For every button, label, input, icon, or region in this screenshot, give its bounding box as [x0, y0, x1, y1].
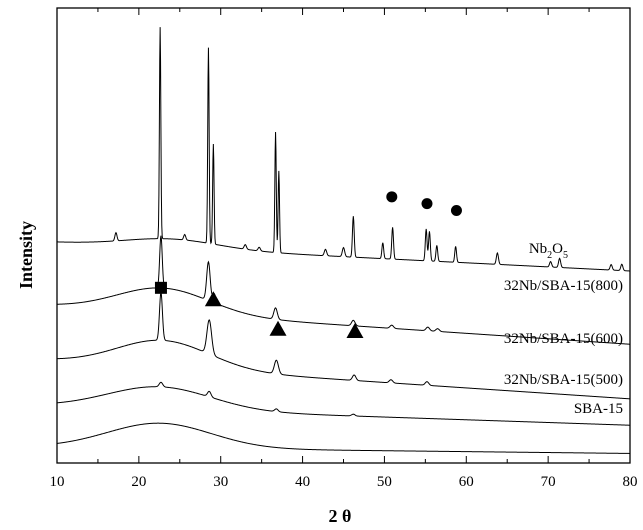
square-marker [154, 281, 167, 294]
x-tick-label: 10 [50, 474, 65, 490]
x-tick-label: 50 [377, 474, 392, 490]
circle-marker [421, 198, 433, 210]
series-line-0 [56, 422, 630, 454]
triangle-marker [204, 291, 222, 307]
series-line-2 [56, 292, 631, 400]
phase-markers [154, 191, 462, 339]
series-label-sba15: SBA-15 [574, 401, 623, 417]
x-tick-label: 60 [459, 474, 474, 490]
x-axis-title: 2 θ [329, 506, 352, 526]
series-line-4 [56, 27, 631, 272]
series-label-600: 32Nb/SBA-15(600) [504, 331, 623, 347]
y-axis-title: Intensity [16, 221, 36, 289]
circle-marker [386, 191, 398, 203]
triangle-marker [346, 323, 364, 339]
x-tick-label: 20 [131, 474, 146, 490]
triangle-marker [269, 320, 287, 336]
x-tick-label: 80 [623, 474, 638, 490]
circle-marker [450, 204, 462, 216]
series-line-1 [56, 381, 631, 426]
series-label-800: 32Nb/SBA-15(800) [504, 278, 623, 294]
series-label-500: 32Nb/SBA-15(500) [504, 372, 623, 388]
plot-frame [56, 7, 631, 464]
x-tick-label: 30 [213, 474, 228, 490]
pattern-curves [56, 27, 631, 454]
series-label-nb2o5: Nb2O5 [529, 241, 568, 261]
x-tick-label: 70 [541, 474, 556, 490]
series-line-3 [56, 235, 631, 345]
x-axis-ticks: 10 20 30 40 50 60 70 80 [50, 8, 638, 490]
series-labels: Nb2O5 32Nb/SBA-15(800) 32Nb/SBA-15(600) … [504, 241, 623, 417]
plot-border [56, 7, 631, 464]
x-tick-label: 40 [295, 474, 310, 490]
